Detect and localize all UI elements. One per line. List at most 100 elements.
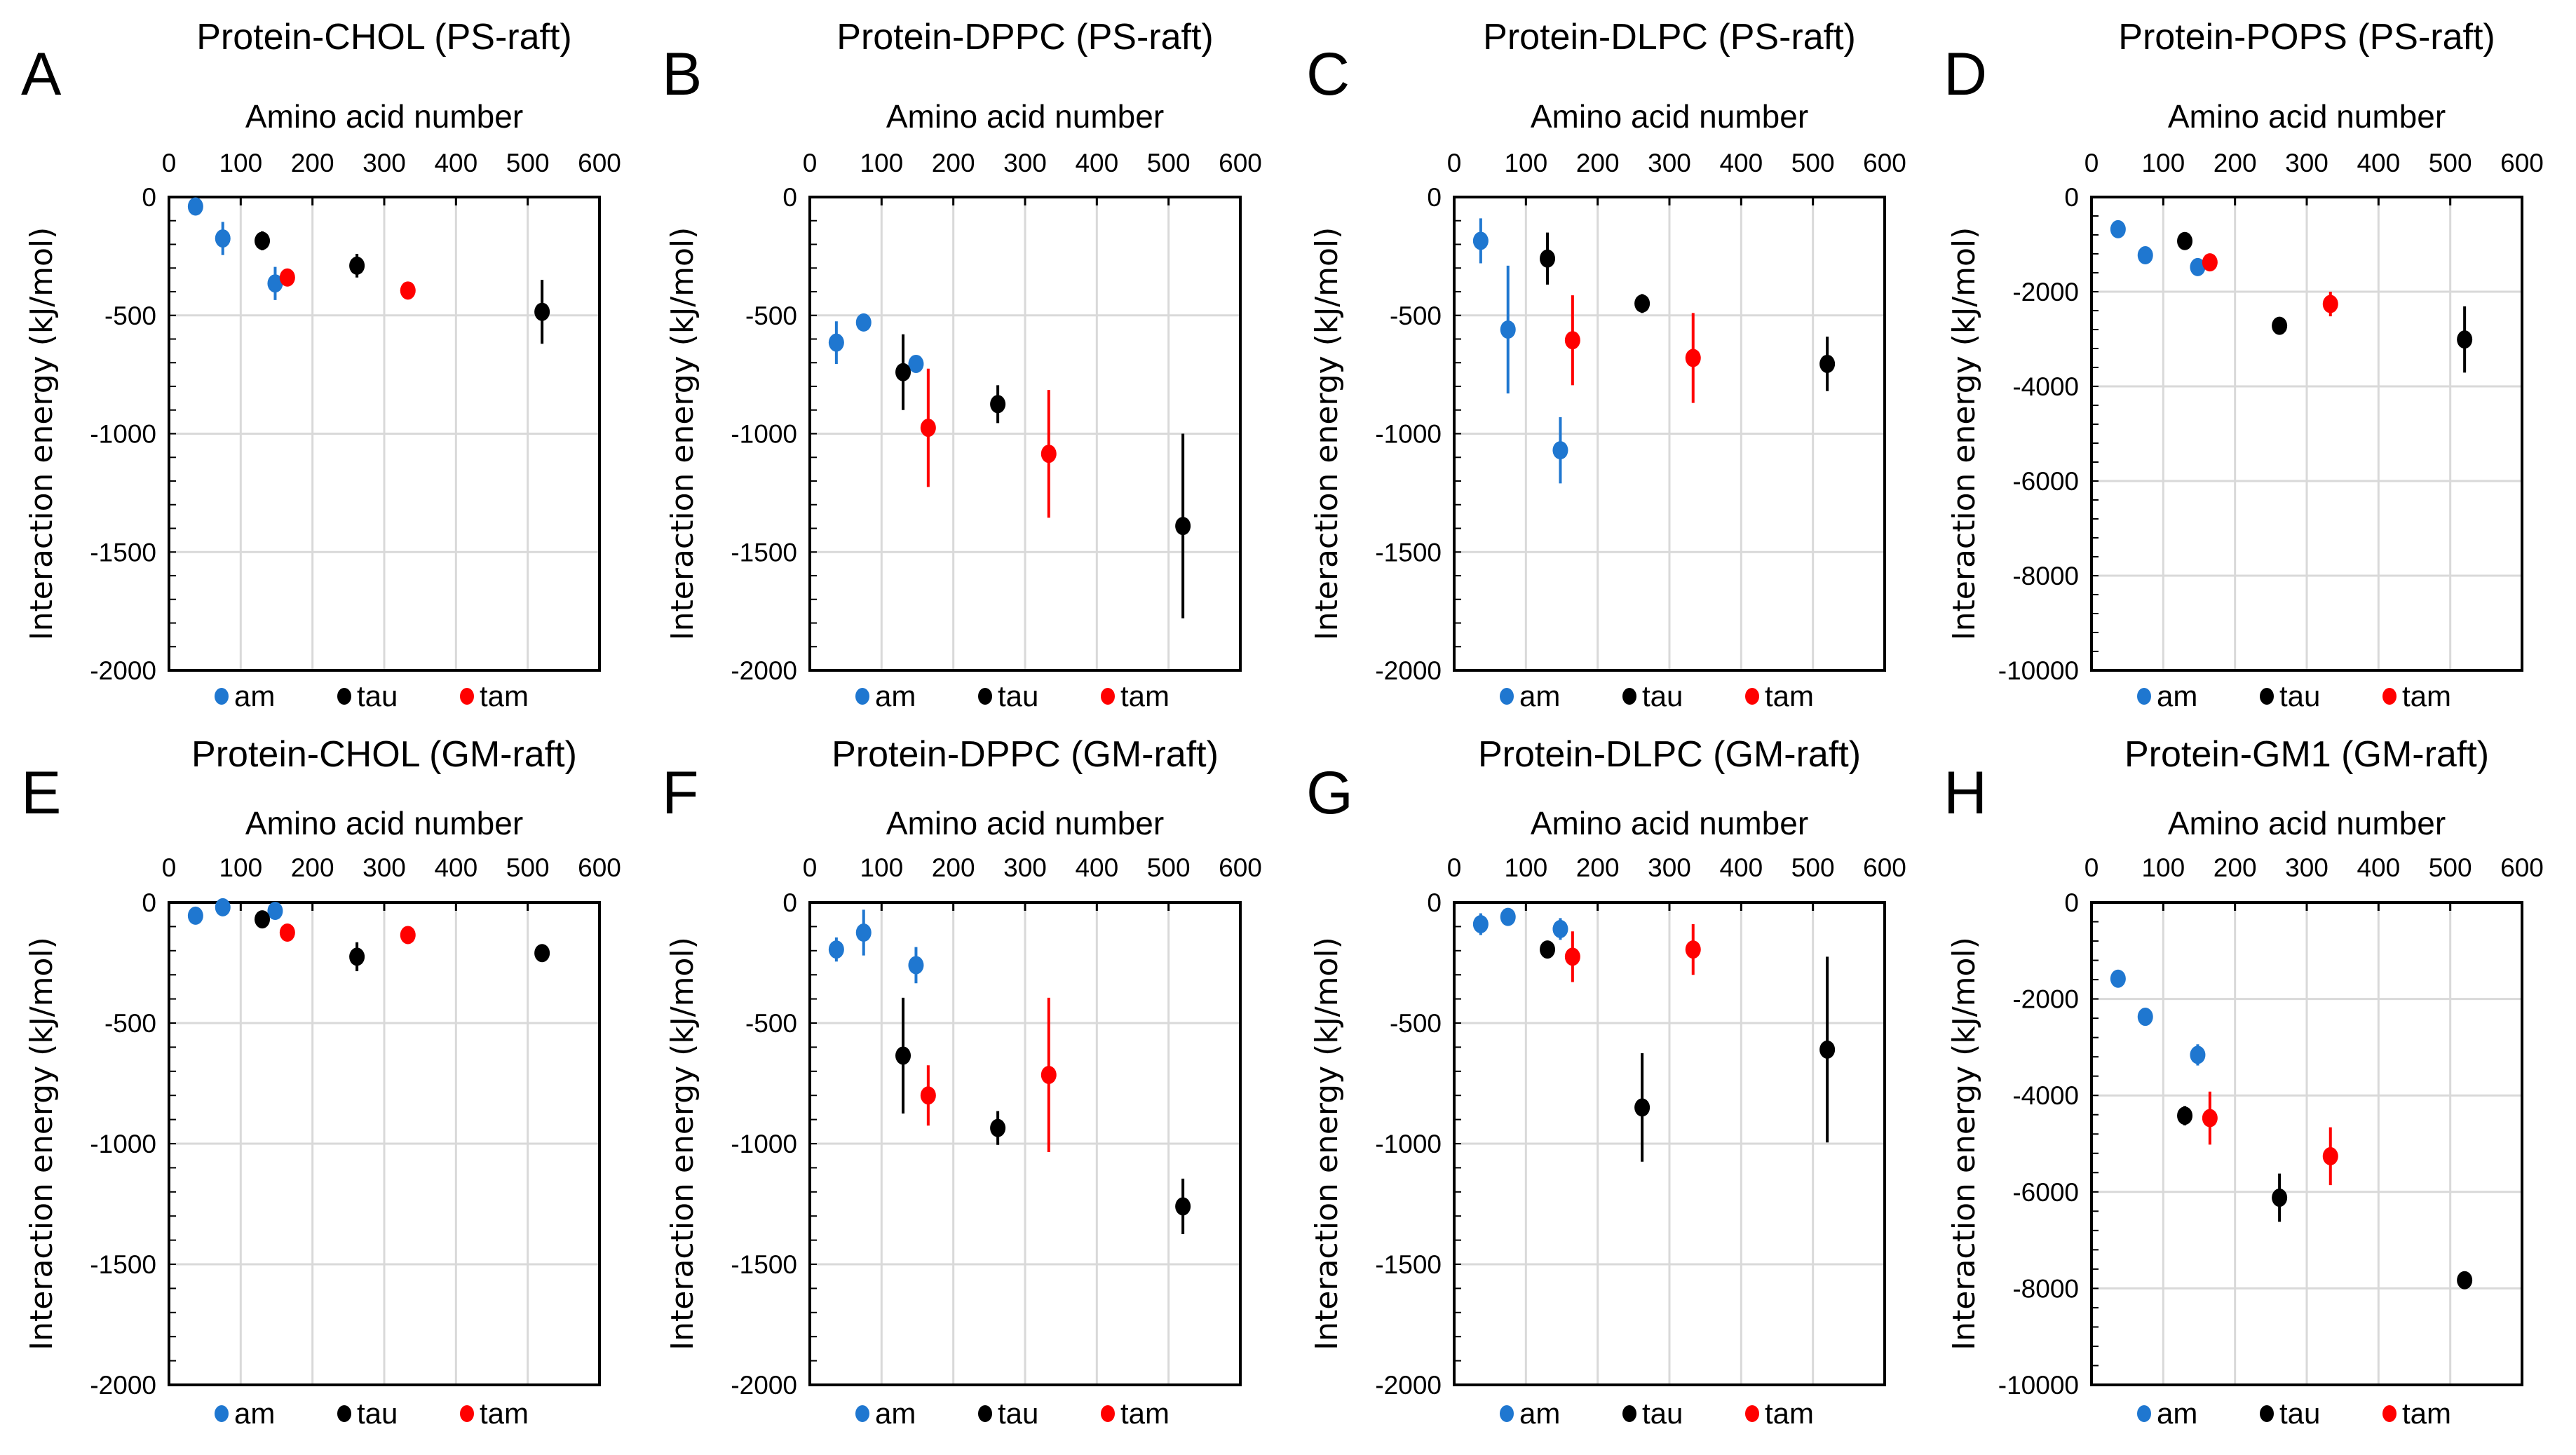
panel-title: Protein-POPS (PS-raft) (2118, 17, 2495, 57)
data-point-tau (2177, 1107, 2193, 1125)
panel-letter: G (1306, 759, 1353, 827)
x-tick-label: 600 (1219, 853, 1262, 882)
data-point-tau (2272, 316, 2288, 335)
data-point-tau (349, 947, 365, 966)
legend-marker-am (1500, 1405, 1514, 1422)
panel-title: Protein-DPPC (GM-raft) (832, 734, 1219, 775)
data-point-am (2110, 969, 2126, 988)
plot-frame (2090, 196, 2523, 672)
legend-marker-am (855, 1405, 869, 1422)
data-point-tau (1540, 940, 1556, 959)
x-tick-label: 0 (162, 853, 177, 882)
legend-label-tam: tam (2402, 679, 2451, 712)
plot-frame (2090, 901, 2523, 1386)
x-tick-label: 500 (1791, 853, 1835, 882)
data-point-am (2190, 257, 2206, 276)
panel-f: F Protein-DPPC (GM-raft) Amino acid number… (662, 734, 1262, 1430)
y-tick-label: 0 (1427, 183, 1442, 212)
x-tick-label: 100 (860, 149, 903, 177)
panel-letter: A (21, 41, 62, 108)
data-point-tam (279, 923, 295, 942)
y-tick-label: -1000 (731, 420, 797, 449)
x-axis-label: Amino acid number (245, 98, 523, 135)
legend-marker-am (2137, 1405, 2151, 1422)
x-tick-label: 300 (2285, 149, 2328, 177)
data-point-am (267, 274, 283, 293)
panel-letter: F (662, 759, 699, 827)
x-tick-label: 400 (434, 149, 477, 177)
x-tick-label: 0 (2084, 149, 2099, 177)
x-tick-label: 400 (1719, 853, 1763, 882)
panel-title: Protein-DPPC (PS-raft) (836, 17, 1213, 57)
y-tick-label: -2000 (731, 656, 797, 685)
y-axis-label: Interaction energy (kJ/mol) (24, 227, 60, 641)
legend-label-am: am (875, 679, 916, 712)
y-tick-label: -10000 (1998, 1371, 2079, 1400)
data-point-tau (2457, 330, 2473, 349)
data-point-tau (2177, 231, 2193, 250)
data-point-tau (534, 302, 550, 321)
x-tick-label: 400 (1075, 149, 1118, 177)
x-tick-label: 300 (1648, 853, 1691, 882)
data-point-am (187, 197, 203, 216)
data-point-tau (349, 256, 365, 275)
legend-label-am: am (1519, 679, 1560, 712)
data-point-tam (400, 926, 416, 945)
plot-frame (808, 901, 1242, 1386)
panel-title: Protein-CHOL (PS-raft) (196, 17, 572, 57)
x-axis-label: Amino acid number (1531, 805, 1808, 841)
data-point-tam (2202, 1109, 2218, 1128)
x-tick-label: 600 (1219, 149, 1262, 177)
data-point-tau (534, 944, 550, 963)
y-tick-label: -1500 (1375, 1250, 1442, 1279)
legend-label-tau: tau (2279, 679, 2320, 712)
plot-frame (168, 901, 601, 1386)
data-point-tau (990, 395, 1006, 414)
x-tick-label: 300 (1003, 149, 1047, 177)
x-tick-label: 200 (1576, 853, 1620, 882)
panel-b: B Protein-DPPC (PS-raft) Amino acid number… (662, 17, 1262, 712)
data-point-am (828, 940, 844, 959)
panel-title: Protein-GM1 (GM-raft) (2124, 734, 2489, 775)
data-point-am (1472, 231, 1489, 250)
legend-label-tam: tam (1120, 679, 1170, 712)
legend-marker-am (855, 688, 869, 705)
x-tick-label: 0 (2084, 853, 2099, 882)
x-tick-label: 500 (2429, 149, 2472, 177)
panel-title: Protein-DLPC (GM-raft) (1478, 734, 1861, 775)
legend-marker-am (1500, 688, 1514, 705)
y-tick-label: -500 (1390, 1009, 1442, 1038)
y-tick-label: 0 (2064, 888, 2079, 917)
data-point-tau (2272, 1189, 2288, 1207)
x-tick-label: 500 (1791, 149, 1835, 177)
y-tick-label: -8000 (2012, 1274, 2079, 1303)
data-point-am (267, 902, 283, 921)
y-tick-label: -2000 (731, 1371, 797, 1400)
x-axis-label: Amino acid number (886, 98, 1164, 135)
y-axis-label: Interaction energy (kJ/mol) (1309, 227, 1345, 641)
legend-marker-am (215, 688, 229, 705)
data-point-am (1472, 914, 1489, 933)
x-tick-label: 500 (1147, 853, 1191, 882)
x-tick-label: 400 (1719, 149, 1763, 177)
data-point-tam (2202, 253, 2218, 272)
panel-h: H Protein-GM1 (GM-raft) Amino acid number I… (1944, 734, 2544, 1430)
x-tick-label: 500 (506, 149, 550, 177)
x-tick-label: 200 (932, 149, 975, 177)
data-point-am (1552, 919, 1568, 938)
x-tick-label: 600 (1863, 853, 1906, 882)
y-tick-label: -2000 (2012, 278, 2079, 306)
y-tick-label: -1500 (731, 1250, 797, 1279)
y-tick-label: -2000 (1375, 1371, 1442, 1400)
y-tick-label: -4000 (2012, 1081, 2079, 1110)
legend-marker-am (2137, 688, 2151, 705)
data-point-tam (1564, 947, 1580, 966)
x-tick-label: 200 (1576, 149, 1620, 177)
data-point-am (828, 333, 844, 352)
legend-marker-tam (2382, 688, 2397, 705)
legend-marker-tau (2260, 1405, 2274, 1422)
y-tick-label: -2000 (90, 656, 156, 685)
x-tick-label: 200 (2214, 853, 2257, 882)
y-tick-label: -4000 (2012, 372, 2079, 401)
data-point-tam (2322, 295, 2338, 313)
